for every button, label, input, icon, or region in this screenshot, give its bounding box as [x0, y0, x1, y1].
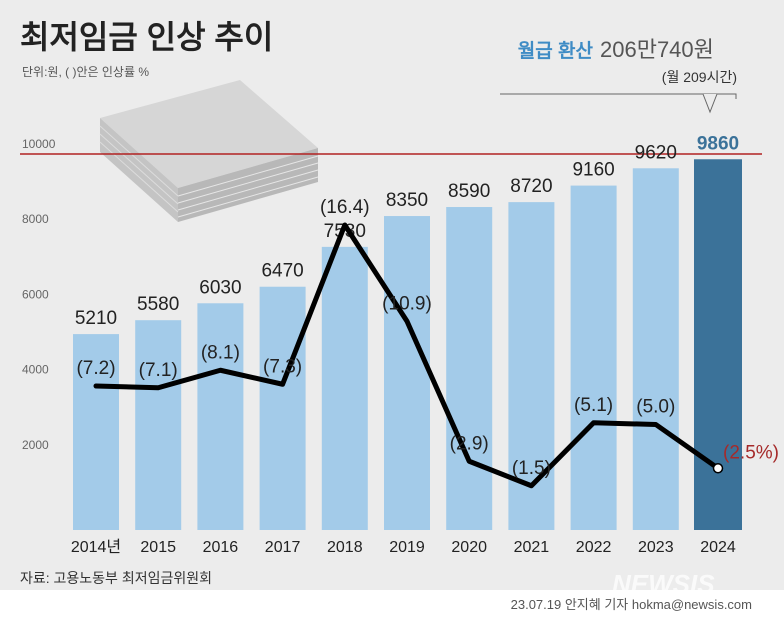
y-tick-label: 10000 [22, 137, 56, 151]
bar-value-label: 9620 [635, 142, 677, 163]
bar-2024 [694, 159, 742, 530]
y-tick-label: 4000 [22, 363, 49, 377]
rate-line [93, 222, 721, 489]
salary-callout: 월급 환산 206만740원 (월 209시간) [500, 37, 737, 114]
bar-2014 [73, 334, 119, 530]
rate-label: (1.5) [512, 458, 551, 479]
bar-value-label: 6030 [199, 277, 241, 298]
x-tick-label: 2021 [514, 539, 550, 556]
rate-label: (5.1) [574, 395, 613, 416]
x-tick-label: 2020 [451, 539, 487, 556]
chart-title: 최저임금 인상 추이 [20, 19, 273, 55]
y-axis: 2000 4000 6000 8000 10000 [22, 137, 56, 452]
x-tick-label: 2023 [638, 539, 674, 556]
rate-label: (2.9) [450, 433, 489, 454]
bar-value-label: 9160 [572, 160, 614, 181]
credit-band [0, 590, 784, 619]
bar-value-label: 8350 [386, 190, 428, 211]
bar-2015 [135, 320, 182, 530]
bar-2021 [508, 202, 555, 531]
source-note: 자료: 고용노동부 최저임금위원회 [20, 570, 212, 586]
bar-2019 [384, 216, 430, 531]
bar-value-label: 8590 [448, 181, 490, 202]
bar-2017 [259, 286, 306, 530]
rate-label: (10.9) [382, 293, 432, 314]
bar-value-label: 9860 [697, 133, 739, 154]
rate-labels: (7.2) (7.1) (8.1) (7.3) (16.4) (10.9) (2.9) (1.… [76, 197, 779, 479]
bars [73, 159, 742, 531]
x-axis: 2014년 2015 2016 2017 2018 2019 2020 2021 2022 202… [71, 538, 736, 556]
x-tick-label: 2022 [576, 539, 612, 556]
callout-sub: (월 209시간) [662, 69, 737, 85]
bar-2018 [321, 246, 368, 530]
y-tick-label: 2000 [22, 438, 49, 452]
rate-label: (5.0) [636, 397, 675, 418]
x-tick-label: 2016 [203, 539, 239, 556]
bar-value-label: 8720 [510, 176, 552, 197]
callout-value: 206만740원 [600, 37, 714, 62]
rate-marker [712, 463, 724, 474]
bar-2016 [197, 303, 244, 530]
rate-label: (8.1) [201, 342, 240, 363]
bar-value-label: 5580 [137, 294, 179, 315]
x-tick-label: 2015 [140, 539, 176, 556]
watermark: NEWSIS [612, 569, 715, 599]
money-stack-illustration [99, 80, 319, 222]
x-tick-label: 2017 [265, 539, 301, 556]
rate-label: (7.3) [263, 356, 302, 377]
bar-value-label: 5210 [75, 308, 117, 329]
credit-line: 23.07.19 안지혜 기자 hokma@newsis.com [511, 597, 752, 612]
rate-label: (2.5%) [723, 442, 779, 463]
x-tick-label: 2019 [389, 539, 425, 556]
callout-label: 월급 환산 [518, 40, 594, 62]
bar-2020 [446, 207, 493, 531]
bar-value-label: 6470 [261, 261, 303, 282]
bar-2022 [570, 185, 617, 531]
x-tick-label: 2018 [327, 539, 363, 556]
rate-label: (7.2) [76, 358, 115, 379]
bar-2023 [632, 168, 679, 530]
unit-note: 단위:원, ( )안은 인상률 % [22, 65, 149, 79]
y-tick-label: 6000 [22, 287, 49, 301]
rate-label: (16.4) [320, 197, 370, 218]
callout-pointer [702, 93, 718, 114]
rate-label: (7.1) [139, 360, 178, 381]
x-tick-label: 2024 [700, 539, 736, 556]
y-tick-label: 8000 [22, 212, 49, 226]
x-tick-label: 2014년 [71, 538, 121, 556]
callout-bracket [500, 93, 737, 99]
